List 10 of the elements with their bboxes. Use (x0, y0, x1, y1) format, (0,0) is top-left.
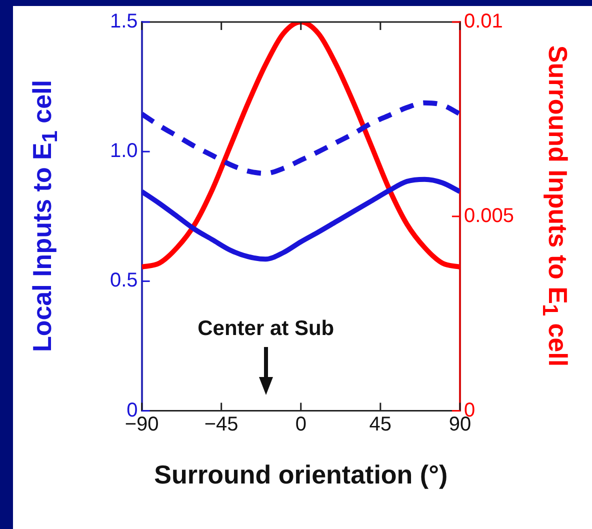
x-tick-label: 0 (295, 413, 306, 436)
y2-tick-label: 0.01 (464, 10, 503, 33)
x-axis-title: Surround orientation (°) (154, 460, 448, 490)
y-tick-label: 1.0 (110, 140, 138, 162)
y-tick-label: 1.5 (110, 10, 138, 33)
y-tick-label: 0.5 (110, 270, 138, 292)
x-tick-label: 45 (369, 413, 392, 436)
annotation: Center at Sub (198, 317, 334, 342)
y2-tick-label: 0.005 (464, 204, 514, 227)
x-tick-label: −45 (204, 413, 238, 436)
